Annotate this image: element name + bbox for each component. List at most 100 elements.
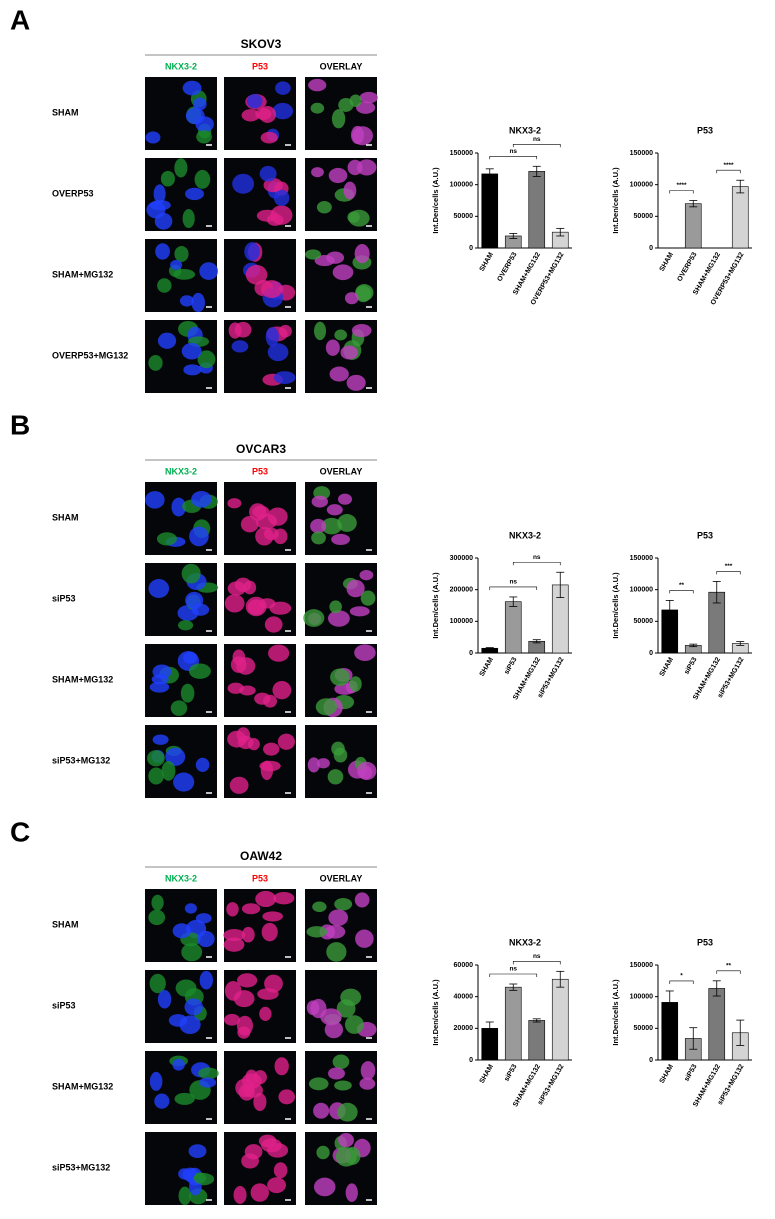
error-bar xyxy=(689,1027,698,1050)
cell xyxy=(193,1172,207,1184)
bar xyxy=(551,978,569,1061)
cell xyxy=(178,1186,192,1206)
column-header: NKX3-2 xyxy=(165,873,197,883)
bar xyxy=(684,203,702,249)
cell xyxy=(228,322,242,339)
cell xyxy=(267,1177,287,1194)
cell xyxy=(253,1092,267,1112)
cell xyxy=(311,531,326,545)
panel-label: C xyxy=(10,816,30,847)
cell-line-title: SKOV3 xyxy=(241,37,282,51)
micrograph xyxy=(305,970,377,1043)
cell xyxy=(259,1006,272,1022)
cell xyxy=(327,769,344,785)
cell xyxy=(191,603,210,616)
row-label: SHAM+MG132 xyxy=(52,1081,113,1091)
cell xyxy=(316,1145,330,1160)
x-tick-label: SHAM xyxy=(479,251,495,272)
cell xyxy=(349,676,362,692)
cell xyxy=(344,1015,364,1034)
error-bar xyxy=(736,179,745,194)
cell xyxy=(263,742,280,756)
cell xyxy=(226,902,239,917)
cell xyxy=(332,1054,350,1069)
cell xyxy=(183,651,197,664)
micrograph xyxy=(224,1051,296,1124)
significance-label: ** xyxy=(679,582,685,589)
cell xyxy=(236,657,256,675)
cell xyxy=(175,979,197,997)
cell xyxy=(343,181,357,200)
cell xyxy=(316,758,330,769)
cell xyxy=(310,102,325,114)
cell xyxy=(274,1057,289,1076)
cell xyxy=(182,209,195,229)
column-header: NKX3-2 xyxy=(165,61,197,71)
row-label: SHAM xyxy=(52,107,79,117)
bar xyxy=(504,986,522,1061)
chart-title: P53 xyxy=(697,125,713,135)
micrograph xyxy=(224,725,296,798)
error-bar xyxy=(736,641,745,646)
cell xyxy=(326,504,343,516)
x-tick-label: SHAM xyxy=(479,1063,495,1084)
significance-bracket xyxy=(669,590,694,594)
y-axis-label: Int.Den/cells (A.U.) xyxy=(431,979,440,1046)
error-bar xyxy=(665,600,674,620)
cell xyxy=(145,491,165,509)
cell xyxy=(313,1177,336,1197)
cell xyxy=(326,942,347,962)
cell xyxy=(152,734,169,745)
cell xyxy=(356,159,377,176)
error-bar xyxy=(665,990,674,1015)
cell xyxy=(278,1089,296,1105)
y-tick-label: 100000 xyxy=(630,994,653,1001)
y-tick-label: 50000 xyxy=(634,1025,654,1032)
cell xyxy=(157,332,177,349)
y-tick-label: 100000 xyxy=(450,182,473,189)
cell xyxy=(189,526,209,547)
column-header: P53 xyxy=(252,61,268,71)
error-bar xyxy=(485,1021,494,1036)
cell xyxy=(263,177,283,193)
row-label: SHAM xyxy=(52,919,79,929)
cell xyxy=(188,1144,207,1158)
cell xyxy=(354,892,370,908)
cell xyxy=(264,974,283,993)
cell xyxy=(260,131,278,144)
cell xyxy=(337,514,357,532)
x-tick-label: siP53+MG132 xyxy=(537,656,566,699)
cell xyxy=(347,211,360,223)
cell xyxy=(172,923,192,939)
cell xyxy=(269,601,292,615)
row-label: OVERP53+MG132 xyxy=(52,350,128,360)
cell xyxy=(174,245,189,262)
significance-bracket xyxy=(716,169,741,174)
x-tick-label: siP53 xyxy=(683,656,698,675)
cell xyxy=(273,189,290,206)
cell xyxy=(277,733,295,750)
cell xyxy=(236,1015,253,1036)
cell xyxy=(333,747,348,763)
cell xyxy=(328,1067,345,1080)
x-tick-label: SHAM xyxy=(479,656,495,677)
cell xyxy=(340,345,358,360)
cell xyxy=(344,292,359,305)
error-bar xyxy=(532,165,541,177)
cell xyxy=(171,497,186,517)
significance-label: * xyxy=(680,973,683,980)
cell xyxy=(349,606,370,617)
significance-bracket xyxy=(489,973,538,977)
micrograph xyxy=(145,77,217,150)
column-header: OVERLAY xyxy=(320,61,363,71)
cell xyxy=(273,371,296,384)
cell xyxy=(148,355,163,371)
cell xyxy=(179,295,194,307)
cell xyxy=(313,1102,330,1119)
micrograph xyxy=(305,1051,377,1124)
error-bar xyxy=(532,639,541,644)
cell xyxy=(224,1013,241,1026)
cell xyxy=(337,493,353,505)
cell xyxy=(331,109,346,129)
